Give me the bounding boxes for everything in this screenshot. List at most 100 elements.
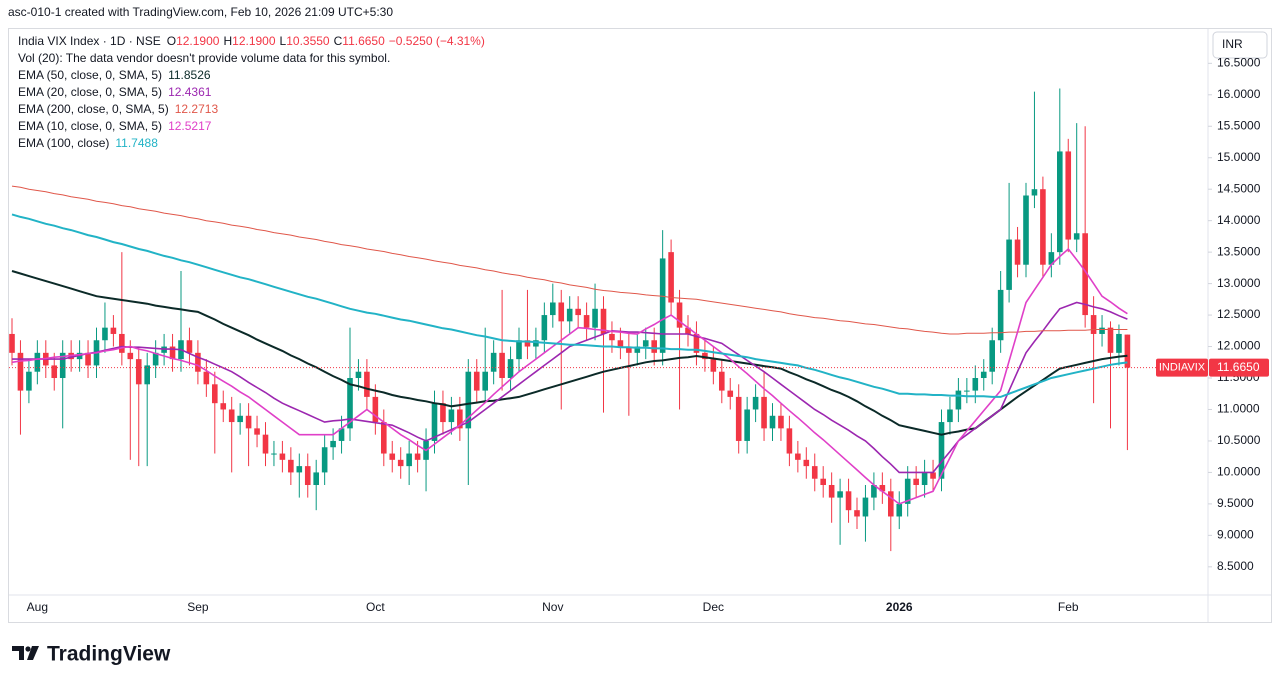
- candle-body: [26, 371, 32, 391]
- y-tick-label: 16.5000: [1217, 55, 1261, 69]
- currency-box: [1212, 31, 1268, 59]
- x-tick-label: Feb: [1058, 600, 1079, 614]
- candle-body: [1116, 333, 1122, 353]
- ohlc-value: 10.3550: [286, 34, 330, 48]
- legend-item: EMA (200, close, 0, SMA, 5) 12.2713: [18, 102, 218, 116]
- candle-body: [702, 352, 708, 360]
- candle-body: [592, 308, 598, 328]
- candle-body: [85, 352, 91, 366]
- candle-body: [372, 396, 379, 423]
- candle-body: [1057, 151, 1063, 253]
- candle-body: [820, 478, 826, 486]
- candle-body: [135, 359, 142, 385]
- symbol-label-box: [1156, 358, 1208, 377]
- candle-body: [457, 409, 463, 429]
- candle-body: [668, 252, 674, 303]
- candle-body: [938, 422, 945, 479]
- legend-value: 12.4361: [168, 85, 212, 99]
- candle-body: [744, 409, 750, 441]
- candle-body: [440, 403, 446, 423]
- candle-body: [304, 466, 311, 486]
- candle-body: [110, 327, 117, 334]
- x-tick-label: Dec: [703, 600, 724, 614]
- candle-body: [482, 371, 488, 391]
- candle-body: [778, 415, 784, 429]
- candle-body: [228, 409, 235, 423]
- candle-body: [59, 352, 66, 379]
- candle-body: [541, 315, 548, 341]
- candle-body: [575, 308, 581, 316]
- candle-body: [1073, 233, 1080, 240]
- candle-body: [1048, 252, 1055, 265]
- candle-body: [397, 459, 404, 467]
- candle-body: [1082, 233, 1088, 316]
- candle-body: [837, 491, 843, 498]
- y-tick-label: 14.0000: [1217, 213, 1261, 227]
- legend-value: 11.7488: [115, 136, 158, 150]
- candle-body: [212, 384, 218, 404]
- candle-body: [862, 497, 869, 517]
- y-tick-label: 13.0000: [1217, 276, 1261, 290]
- legend-name: EMA (10, close, 0, SMA, 5): [18, 119, 162, 133]
- candle-body: [17, 352, 24, 391]
- candle-body: [448, 409, 455, 423]
- candle-body: [693, 333, 700, 353]
- y-tick-label: 16.0000: [1217, 87, 1261, 101]
- candle-body: [871, 485, 877, 498]
- candle-body: [499, 352, 505, 379]
- candle-body: [254, 428, 260, 435]
- logo-mark: [12, 646, 24, 660]
- candle-body: [279, 453, 286, 460]
- legend-name: EMA (100, close): [18, 136, 109, 150]
- created-note: asc-010-1 created with TradingView.com, …: [8, 5, 393, 19]
- candle-body: [144, 365, 150, 385]
- legend-title: India VIX Index · 1D · NSE O12.1900 H12.19…: [18, 34, 485, 48]
- legend-name: EMA (200, close, 0, SMA, 5): [18, 102, 169, 116]
- candle-body: [288, 459, 294, 473]
- candle-body: [313, 472, 319, 486]
- candle-body: [803, 459, 810, 467]
- candle-body: [296, 466, 303, 473]
- candle-body: [1031, 189, 1038, 196]
- candle-body: [389, 453, 396, 460]
- candle-body: [127, 352, 134, 360]
- candle-body: [1023, 195, 1029, 265]
- candle-body: [245, 415, 252, 429]
- ema-line: [11, 185, 1128, 335]
- candle-body: [381, 422, 387, 454]
- candle-body: [1099, 327, 1105, 334]
- legend-name: EMA (50, close, 0, SMA, 5): [18, 68, 162, 82]
- candle-body: [997, 289, 1004, 341]
- candle-body: [271, 453, 277, 455]
- legend-value: 11.8526: [168, 68, 211, 82]
- change: −0.5250 (−4.31%): [389, 34, 485, 48]
- candle-body: [465, 371, 472, 429]
- chart-frame: [8, 28, 1272, 623]
- candle-body: [152, 352, 159, 366]
- y-tick-label: 9.0000: [1217, 528, 1254, 542]
- legend-item: EMA (50, close, 0, SMA, 5) 11.8526: [18, 68, 211, 82]
- ohlc-value: 12.1900: [232, 34, 276, 48]
- plot: [9, 88, 1208, 552]
- candle-body: [558, 302, 565, 322]
- candle-body: [414, 453, 421, 460]
- candle-body: [727, 390, 734, 397]
- ohlc-key: C: [334, 34, 343, 48]
- currency: INR: [1222, 37, 1243, 51]
- candle-body: [338, 428, 345, 441]
- ema-line: [11, 270, 1128, 436]
- candle-body: [490, 352, 497, 372]
- x-tick-label: Sep: [187, 600, 209, 614]
- x-tick-label: Oct: [366, 600, 385, 614]
- y-tick-label: 10.0000: [1217, 465, 1261, 479]
- candle-body: [507, 359, 514, 379]
- candle-body: [896, 503, 903, 517]
- candle-body: [761, 396, 767, 429]
- candle-body: [583, 315, 590, 328]
- candle-body: [347, 378, 353, 429]
- candle-body: [566, 308, 573, 322]
- brand-logo: TradingView: [12, 643, 171, 666]
- candle-body: [220, 403, 227, 410]
- y-tick-label: 15.0000: [1217, 150, 1261, 164]
- candle-body: [550, 302, 556, 316]
